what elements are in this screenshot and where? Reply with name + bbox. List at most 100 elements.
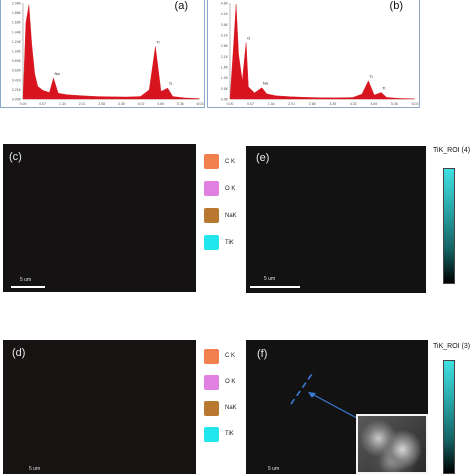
y-tick-label: 0.00K [12, 98, 22, 102]
legend-label-titanium-d: TiK [225, 431, 234, 437]
legend-label-titanium: TiK [225, 239, 234, 246]
panel-label-d: (d) [12, 347, 26, 359]
y-tick-label: 3.1K [221, 34, 229, 38]
y-tick-label: 1.5K [221, 66, 229, 70]
legend-label-carbon: C K [225, 158, 236, 165]
legend-label-oxygen-d: O K [225, 379, 236, 385]
x-tick-label: 5.36 [391, 102, 398, 106]
eds-spectrum-a: 0.00K 0.21K 0.41K 0.62K 0.83K 1.03K 1.24K 1.44K… [0, 0, 205, 108]
legend-label-carbon-d: C K [225, 353, 236, 359]
swatch-carbon [204, 154, 219, 169]
x-tick-label: 6.03 [197, 102, 204, 106]
roi-title-f: TiK_ROI (3) [433, 343, 471, 350]
legend-label-sodium-d: NaK [225, 405, 237, 411]
legend-item-sodium: NaK [204, 202, 244, 229]
intensity-colorbar-e [443, 168, 455, 284]
legend-item-titanium-d: TiK [204, 421, 244, 447]
x-tick-label: 4.02 [350, 102, 357, 106]
x-tick-label: 1.34 [268, 102, 275, 106]
swatch-carbon-d [204, 348, 219, 364]
legend-label-sodium: NaK [225, 212, 237, 219]
x-tick-label: 4.69 [370, 102, 377, 106]
peak-label: Na [55, 71, 61, 76]
sem-inset-image [356, 414, 428, 474]
legend-c: C K O K NaK TiK [204, 148, 244, 256]
legend-item-carbon: C K [204, 148, 244, 175]
legend-label-oxygen: O K [225, 185, 236, 192]
elemental-map-f: (f) 5 um [246, 340, 428, 474]
scale-text-c: 5 um [20, 277, 32, 283]
spectrum-area [22, 4, 200, 100]
y-tick-label: 1.0K [221, 76, 229, 80]
legend-item-sodium-d: NaK [204, 395, 244, 421]
x-tick-label: 0.67 [39, 102, 46, 106]
peak-label: Ti [369, 74, 372, 79]
x-tick-label: 2.01 [79, 102, 86, 106]
peak-label: Na [263, 81, 269, 86]
x-tick-label: 3.35 [329, 102, 336, 106]
y-tick-label: 4.6K [221, 2, 229, 6]
y-tick-label: 0.83K [12, 59, 22, 63]
y-tick-label: 0.41K [12, 78, 22, 82]
x-tick-label: 3.35 [118, 102, 125, 106]
roi-title-e: TiK_ROI (4) [433, 147, 471, 154]
scale-text-d: 5 um [29, 466, 41, 472]
panel-label-e: (e) [256, 152, 270, 164]
swatch-sodium [204, 208, 219, 223]
peak-label: Ti [156, 39, 159, 44]
y-tick-label: 0.62K [12, 69, 22, 73]
y-tick-label: 0.5K [221, 87, 229, 91]
elemental-map-d: (d) 5 um [3, 340, 196, 474]
y-tick-label: 3.6K [221, 23, 229, 27]
y-tick-label: 1.24K [12, 40, 22, 44]
eds-spectrum-b: 0.0K 0.5K 1.0K 1.5K 2.1K 2.6K 3.1K 3.6K 4.1K 4.6K… [207, 0, 420, 108]
y-tick-label: 4.1K [221, 12, 229, 16]
x-tick-label: 0.67 [247, 102, 254, 106]
peak-label: Ti [382, 86, 385, 91]
x-tick-label: 0.00 [227, 102, 234, 106]
legend-item-oxygen: O K [204, 175, 244, 202]
x-tick-label: 2.68 [309, 102, 316, 106]
y-tick-label: 2.06K [12, 2, 22, 6]
swatch-oxygen-d [204, 374, 219, 390]
legend-item-titanium: TiK [204, 229, 244, 256]
x-tick-label: 2.68 [98, 102, 105, 106]
swatch-titanium [204, 235, 219, 250]
scale-bar-e [250, 286, 300, 288]
scale-text-f: 5 um [268, 466, 280, 472]
x-tick-label: 4.69 [157, 102, 164, 106]
intensity-colorbar-f [443, 360, 455, 474]
legend-d: C K O K NaK TiK [204, 343, 244, 447]
swatch-titanium-d [204, 426, 219, 442]
legend-item-oxygen-d: O K [204, 369, 244, 395]
x-tick-label: 4.02 [138, 102, 145, 106]
x-tick-label: 0.00 [20, 102, 27, 106]
spectrum-area [229, 3, 415, 100]
scale-bar-c-line [11, 286, 45, 288]
elemental-map-e: (e) 5 um [246, 146, 426, 293]
x-tick-label: 5.36 [177, 102, 184, 106]
legend-item-carbon-d: C K [204, 343, 244, 369]
peak-label: Ti [169, 81, 172, 86]
y-tick-label: 1.86K [12, 11, 22, 15]
y-tick-label: 1.03K [12, 50, 22, 54]
scale-text-e: 5 um [264, 276, 276, 282]
y-tick-label: 2.6K [221, 44, 229, 48]
swatch-oxygen [204, 181, 219, 196]
x-tick-label: 2.01 [288, 102, 295, 106]
panel-label-f: (f) [257, 348, 268, 360]
y-tick-label: 1.65K [12, 21, 22, 25]
spectrum-b-plot: 0.0K 0.5K 1.0K 1.5K 2.1K 2.6K 3.1K 3.6K 4.1K 4.6K… [221, 0, 419, 106]
measurement-line [290, 370, 315, 405]
x-tick-label: 6.03 [412, 102, 419, 106]
elemental-map-c: (c) 5 um [3, 144, 196, 292]
y-tick-label: 0.0K [221, 98, 229, 102]
peak-label: O [247, 35, 250, 40]
panel-label-c: (c) [9, 151, 22, 163]
panel-label: (a) [175, 0, 188, 12]
spectrum-a-plot: 0.00K 0.21K 0.41K 0.62K 0.83K 1.03K 1.24K 1.44K… [12, 0, 204, 106]
panel-label: (b) [390, 0, 403, 12]
arrowhead-icon [308, 392, 316, 398]
y-tick-label: 0.21K [12, 88, 22, 92]
x-tick-label: 1.34 [59, 102, 66, 106]
